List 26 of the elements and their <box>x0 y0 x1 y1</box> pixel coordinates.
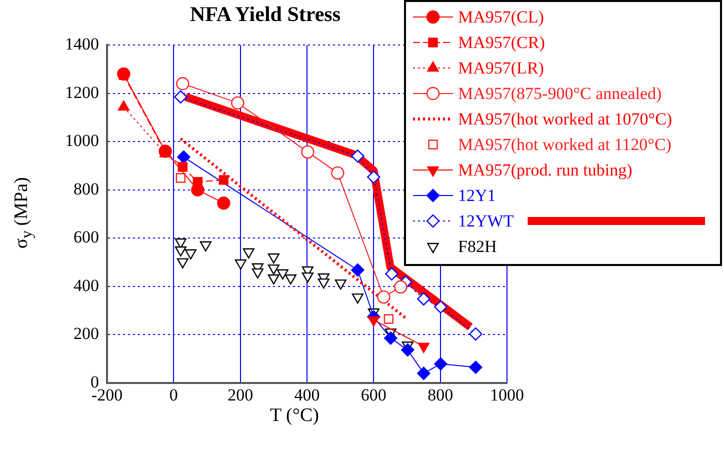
y-tick-label: 600 <box>74 228 99 247</box>
x-tick-label: 600 <box>360 386 386 405</box>
y-tick-label: 1000 <box>65 131 99 150</box>
legend-label: F82H <box>458 236 497 256</box>
legend-label: MA957(hot worked at 1120°C) <box>458 134 672 154</box>
x-tick-label: 1000 <box>490 386 524 405</box>
x-tick-label: 0 <box>169 386 178 405</box>
x-tick-label: 200 <box>228 386 254 405</box>
x-axis-title: T (°C) <box>270 405 319 427</box>
legend-label: MA957(CL) <box>458 7 544 26</box>
legend-label: MA957(875-900°C annealed) <box>458 84 662 103</box>
y-tick-label: 1400 <box>65 34 99 54</box>
legend-label: MA957(CR) <box>458 32 545 52</box>
legend-label: 12YWT <box>458 211 514 230</box>
chart-title: NFA Yield Stress <box>190 2 340 27</box>
y-tick-label: 200 <box>74 324 99 344</box>
legend-label: 12Y1 <box>458 186 496 205</box>
y-tick-label: 0 <box>90 372 99 392</box>
y-tick-label: 400 <box>74 276 99 295</box>
legend-label: MA957(prod. run tubing) <box>458 160 632 180</box>
x-tick-label: 400 <box>294 386 320 405</box>
legend-label: MA957(hot worked at 1070°C) <box>458 109 672 128</box>
y-tick-label: 800 <box>74 179 99 198</box>
y-tick-label: 1200 <box>65 82 99 102</box>
x-tick-label: 800 <box>428 386 454 405</box>
legend-label: MA957(LR) <box>458 58 544 78</box>
